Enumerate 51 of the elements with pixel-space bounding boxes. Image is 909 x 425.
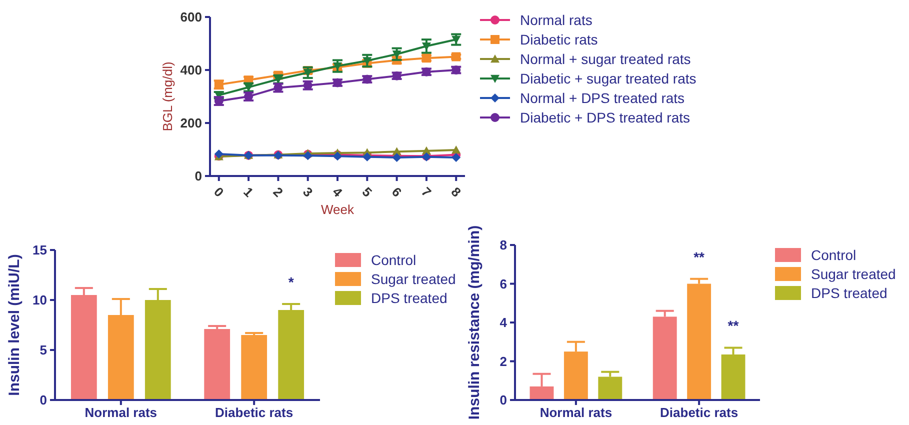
legend-label: Normal + sugar treated rats <box>520 50 691 67</box>
bar <box>598 376 622 400</box>
legend-label: Normal + DPS treated rats <box>520 90 685 106</box>
legend-label: Control <box>811 246 856 263</box>
x-tick-label: 5 <box>359 184 375 200</box>
bar <box>687 284 712 400</box>
y-tick-label: 400 <box>180 62 202 78</box>
legend-label: Diabetic + sugar treated rats <box>520 70 696 86</box>
y-axis-title: Insulin resistance (mg/min) <box>466 225 483 420</box>
y-tick-label: 600 <box>180 10 202 25</box>
legend-label: Normal rats <box>520 12 592 28</box>
x-tick-label: 2 <box>270 184 286 200</box>
y-tick-label: 0 <box>194 168 202 184</box>
x-tick-label: 6 <box>388 184 405 200</box>
x-tick-label: 0 <box>211 184 227 200</box>
legend-label: DPS treated <box>371 290 448 306</box>
x-tick-label: Normal rats <box>84 405 158 420</box>
bar <box>241 335 268 400</box>
annotation: * <box>288 274 294 290</box>
x-axis-title: Week <box>321 202 354 217</box>
y-tick-label: 200 <box>180 116 202 131</box>
y-tick-label: 0 <box>40 392 47 408</box>
legend-label: Sugar treated <box>811 266 896 282</box>
x-tick-label: 8 <box>448 184 464 200</box>
x-tick-label: Normal rats <box>540 405 612 420</box>
annotation: ** <box>728 318 740 334</box>
y-tick-label: 10 <box>32 292 47 308</box>
legend-label: Diabetic + DPS treated rats <box>520 109 690 126</box>
legend-label: DPS treated <box>811 284 888 301</box>
point <box>452 152 461 162</box>
x-tick-label: 3 <box>300 184 316 200</box>
y-tick-label: 4 <box>500 315 508 330</box>
y-axis-title: BGL (mg/dl) <box>160 62 175 132</box>
x-tick-label: 1 <box>240 184 256 200</box>
point <box>452 146 461 154</box>
x-tick-label: 7 <box>418 184 434 200</box>
x-tick-label: Diabetic rats <box>660 405 738 420</box>
y-axis-title: Insulin level (miU/L) <box>6 254 23 396</box>
y-tick-label: 0 <box>500 392 507 408</box>
y-tick-label: 8 <box>500 238 507 253</box>
legend-label: Diabetic rats <box>520 31 598 48</box>
x-tick-label: Diabetic rats <box>215 405 294 420</box>
annotation: ** <box>694 248 706 265</box>
y-tick-label: 15 <box>32 242 47 258</box>
y-tick-label: 2 <box>500 354 507 369</box>
x-tick-label: 4 <box>330 184 346 200</box>
y-tick-label: 5 <box>40 342 47 358</box>
bar <box>204 329 230 400</box>
legend-label: Control <box>371 252 416 268</box>
legend-label: Sugar treated <box>371 270 456 287</box>
y-tick-label: 6 <box>500 276 507 292</box>
